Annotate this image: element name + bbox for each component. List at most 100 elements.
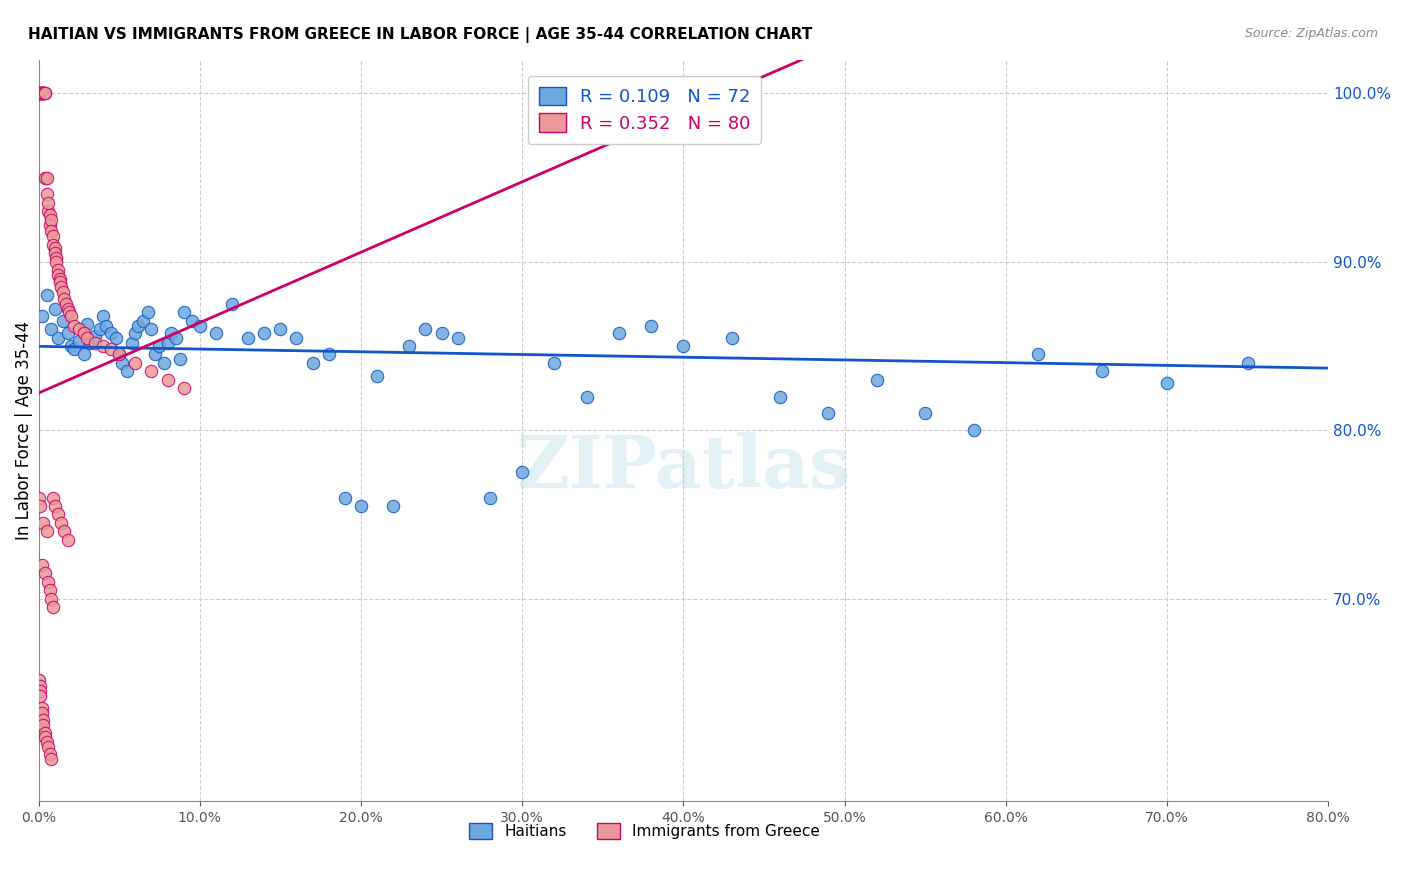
Immigrants from Greece: [30, 87, 52, 101]
Haitians: [100, 326, 122, 340]
Immigrants from Greece: [32, 87, 55, 101]
Text: ZIPatlas: ZIPatlas: [516, 432, 851, 503]
Immigrants from Greece: [31, 87, 53, 101]
Haitians: [31, 309, 53, 323]
Immigrants from Greece: [42, 491, 65, 505]
Immigrants from Greece: [173, 381, 195, 395]
Immigrants from Greece: [37, 574, 59, 589]
Haitians: [52, 314, 75, 328]
Haitians: [59, 339, 82, 353]
Immigrants from Greece: [30, 679, 52, 693]
Immigrants from Greece: [56, 301, 79, 316]
Haitians: [91, 309, 114, 323]
Immigrants from Greece: [30, 87, 52, 101]
Immigrants from Greece: [76, 330, 98, 344]
Haitians: [159, 326, 181, 340]
Immigrants from Greece: [67, 322, 90, 336]
Haitians: [672, 339, 695, 353]
Immigrants from Greece: [141, 364, 163, 378]
Haitians: [769, 390, 792, 404]
Haitians: [141, 322, 163, 336]
Immigrants from Greece: [56, 533, 79, 547]
Haitians: [153, 356, 176, 370]
Haitians: [366, 369, 388, 384]
Haitians: [962, 423, 984, 437]
Haitians: [575, 390, 598, 404]
Haitians: [415, 322, 437, 336]
Haitians: [148, 339, 170, 353]
Haitians: [124, 326, 146, 340]
Immigrants from Greece: [38, 747, 60, 761]
Immigrants from Greece: [32, 713, 55, 727]
Haitians: [44, 301, 66, 316]
Immigrants from Greece: [48, 275, 70, 289]
Haitians: [35, 288, 58, 302]
Haitians: [720, 330, 742, 344]
Immigrants from Greece: [108, 347, 131, 361]
Immigrants from Greece: [34, 726, 56, 740]
Haitians: [1091, 364, 1114, 378]
Haitians: [285, 330, 308, 344]
Haitians: [607, 326, 630, 340]
Haitians: [173, 305, 195, 319]
Haitians: [188, 318, 211, 333]
Immigrants from Greece: [27, 87, 49, 101]
Immigrants from Greece: [37, 204, 59, 219]
Immigrants from Greece: [34, 87, 56, 101]
Immigrants from Greece: [27, 673, 49, 687]
Haitians: [236, 330, 259, 344]
Haitians: [1026, 347, 1049, 361]
Immigrants from Greece: [31, 701, 53, 715]
Immigrants from Greece: [37, 739, 59, 754]
Haitians: [350, 499, 373, 513]
Immigrants from Greece: [53, 524, 76, 539]
Haitians: [205, 326, 228, 340]
Immigrants from Greece: [48, 271, 70, 285]
Haitians: [132, 314, 155, 328]
Immigrants from Greece: [34, 730, 56, 744]
Immigrants from Greece: [35, 524, 58, 539]
Immigrants from Greece: [41, 591, 63, 606]
Haitians: [67, 334, 90, 348]
Immigrants from Greece: [27, 491, 49, 505]
Haitians: [817, 406, 839, 420]
Immigrants from Greece: [30, 690, 52, 704]
Haitians: [56, 326, 79, 340]
Immigrants from Greece: [37, 195, 59, 210]
Haitians: [136, 305, 159, 319]
Haitians: [1398, 87, 1406, 101]
Immigrants from Greece: [31, 87, 53, 101]
Immigrants from Greece: [52, 285, 75, 299]
Immigrants from Greece: [44, 241, 66, 255]
Immigrants from Greece: [31, 87, 53, 101]
Immigrants from Greece: [42, 600, 65, 615]
Immigrants from Greece: [46, 268, 69, 283]
Haitians: [382, 499, 405, 513]
Immigrants from Greece: [31, 706, 53, 721]
Immigrants from Greece: [30, 684, 52, 698]
Haitians: [115, 364, 138, 378]
Haitians: [143, 347, 166, 361]
Haitians: [84, 329, 107, 343]
Immigrants from Greece: [42, 238, 65, 252]
Immigrants from Greece: [91, 339, 114, 353]
Immigrants from Greece: [32, 718, 55, 732]
Haitians: [169, 352, 191, 367]
Haitians: [269, 322, 291, 336]
Haitians: [121, 335, 143, 350]
Immigrants from Greece: [63, 318, 86, 333]
Haitians: [640, 318, 662, 333]
Haitians: [221, 297, 243, 311]
Immigrants from Greece: [31, 558, 53, 572]
Haitians: [104, 330, 127, 344]
Immigrants from Greece: [34, 566, 56, 581]
Haitians: [333, 491, 356, 505]
Haitians: [253, 326, 276, 340]
Haitians: [76, 317, 98, 331]
Immigrants from Greece: [58, 305, 80, 319]
Immigrants from Greece: [44, 246, 66, 260]
Haitians: [165, 330, 187, 344]
Immigrants from Greece: [45, 254, 67, 268]
Text: HAITIAN VS IMMIGRANTS FROM GREECE IN LABOR FORCE | AGE 35-44 CORRELATION CHART: HAITIAN VS IMMIGRANTS FROM GREECE IN LAB…: [28, 27, 813, 43]
Haitians: [108, 347, 131, 361]
